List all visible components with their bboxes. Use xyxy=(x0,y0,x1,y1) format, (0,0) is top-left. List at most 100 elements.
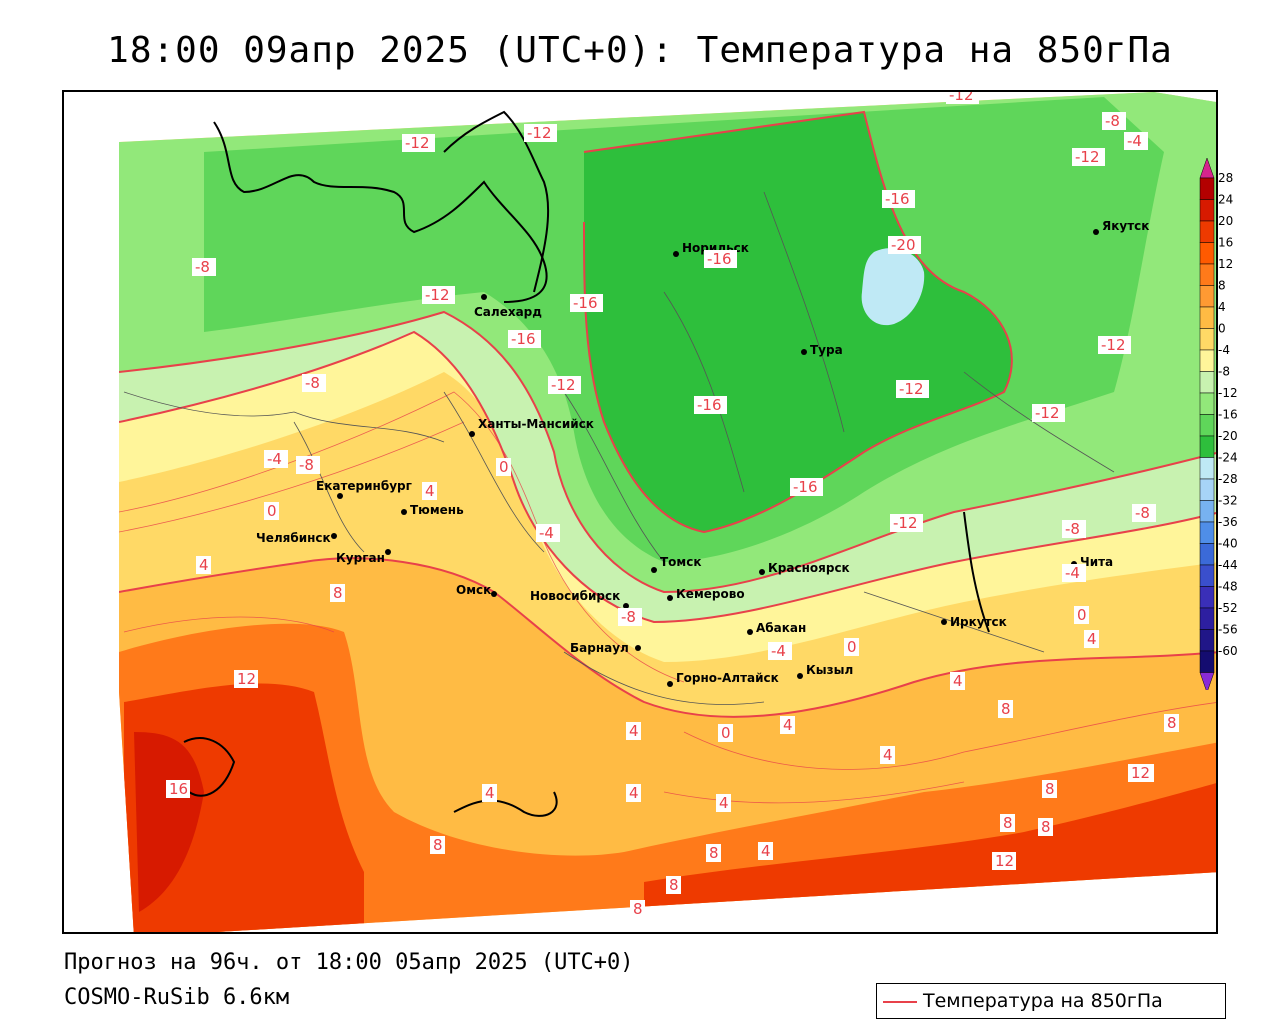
city-khanty-mansiysk: Ханты-Мансийск xyxy=(478,417,594,431)
colorbar-tick-label: 8 xyxy=(1218,279,1226,293)
legend-line-swatch xyxy=(883,1001,917,1003)
isotherm-label: -12 xyxy=(949,92,974,104)
city-abakan: Абакан xyxy=(756,621,806,635)
colorbar-tick-label: -44 xyxy=(1218,558,1238,572)
city-barnaul: Барнаул xyxy=(570,641,629,655)
isotherm-label: 12 xyxy=(237,670,256,688)
colorbar-tick-label: -40 xyxy=(1218,537,1238,551)
colorbar-tick-label: 16 xyxy=(1218,236,1233,250)
city-irkutsk: Иркутск xyxy=(950,615,1007,629)
isotherm-label: -16 xyxy=(573,294,598,312)
colorbar-swatch xyxy=(1199,521,1215,544)
isotherm-label: -8 xyxy=(299,456,314,474)
colorbar-swatch xyxy=(1199,220,1215,243)
isotherm-label: -16 xyxy=(885,190,910,208)
model-info: COSMO-RuSib 6.6км xyxy=(64,985,290,1010)
colorbar-swatch xyxy=(1199,392,1215,415)
colorbar-tick-label: -52 xyxy=(1218,601,1238,615)
colorbar-swatch xyxy=(1199,306,1215,329)
isotherm-label: 8 xyxy=(709,844,719,862)
colorbar-tick-label: 24 xyxy=(1218,193,1233,207)
isotherm-label: -12 xyxy=(527,124,552,142)
isotherm-label: -4 xyxy=(267,450,282,468)
colorbar-swatch xyxy=(1199,543,1215,566)
coastline xyxy=(183,110,990,817)
city-novosibirsk: Новосибирск xyxy=(530,589,620,603)
isotherm-label: -8 xyxy=(1065,520,1080,538)
isotherm-label: 8 xyxy=(1003,814,1013,832)
city-kemerovo: Кемерово xyxy=(676,587,745,601)
city-kyzyl: Кызыл xyxy=(806,663,853,677)
isotherm-label: 8 xyxy=(1041,818,1051,836)
city-yekaterinburg: Екатеринбург xyxy=(316,479,412,493)
isotherm-label: -12 xyxy=(551,376,576,394)
city-markers: Норильск Якутск Салехард Тура Ханты-Манс… xyxy=(256,219,1149,687)
legend-label: Температура на 850гПа xyxy=(923,990,1163,1012)
city-omsk: Омск xyxy=(456,583,491,597)
isotherm-label: 12 xyxy=(1131,764,1150,782)
isotherm-label: -12 xyxy=(425,286,450,304)
colorbar-swatch xyxy=(1199,199,1215,222)
isotherm-label: 4 xyxy=(719,794,729,812)
city-salekhard: Салехард xyxy=(474,305,542,319)
isotherm-label: 4 xyxy=(629,722,639,740)
colorbar-swatch xyxy=(1199,328,1215,351)
city-kurgan: Курган xyxy=(336,551,385,565)
isotherm-label: -16 xyxy=(793,478,818,496)
admin-borders xyxy=(123,191,1115,705)
colorbar-swatch xyxy=(1199,435,1215,458)
colorbar-tick-label: 4 xyxy=(1218,300,1226,314)
isotherm-label: 4 xyxy=(425,482,435,500)
isotherm-label: -4 xyxy=(1127,132,1142,150)
city-chelyabinsk: Челябинск xyxy=(256,531,331,545)
isotherm-label: 4 xyxy=(761,842,771,860)
isotherm-label: 0 xyxy=(721,724,731,742)
colorbar-top-arrow xyxy=(1199,158,1215,179)
temperature-field xyxy=(119,92,1216,932)
isotherm-label: 8 xyxy=(433,836,443,854)
legend: Температура на 850гПа xyxy=(876,983,1226,1019)
colorbar-swatch xyxy=(1199,500,1215,523)
city-tomsk: Томск xyxy=(660,555,702,569)
isotherm-label: 0 xyxy=(499,458,509,476)
colorbar-tick-label: 12 xyxy=(1218,257,1233,271)
isotherm-label: 4 xyxy=(629,784,639,802)
colorbar-swatch xyxy=(1199,263,1215,286)
colorbar-swatch xyxy=(1199,564,1215,587)
colorbar-bottom-arrow xyxy=(1199,672,1215,690)
isotherm-label: -4 xyxy=(771,642,786,660)
isotherm-label: -8 xyxy=(1105,112,1120,130)
colorbar-tick-label: -56 xyxy=(1218,623,1238,637)
city-gorno-altaysk: Горно-Алтайск xyxy=(676,671,779,685)
isotherm-label: 4 xyxy=(1087,630,1097,648)
isotherm-label: -4 xyxy=(1065,564,1080,582)
isotherm-label: -12 xyxy=(899,380,924,398)
colorbar-tick-label: -48 xyxy=(1218,580,1238,594)
isotherm-label: -16 xyxy=(697,396,722,414)
city-chita: Чита xyxy=(1080,555,1113,569)
colorbar-swatch xyxy=(1199,242,1215,265)
colorbar-tick-label: -24 xyxy=(1218,451,1238,465)
isotherm-label: 8 xyxy=(633,900,643,918)
isotherm-label: 8 xyxy=(669,876,679,894)
isotherm-label: -12 xyxy=(1075,148,1100,166)
page-title: 18:00 09апр 2025 (UTC+0): Температура на… xyxy=(107,30,1173,71)
colorbar-swatch xyxy=(1199,586,1215,609)
isotherm-label: 12 xyxy=(995,852,1014,870)
isotherm-label: -12 xyxy=(405,134,430,152)
isotherm-label: 0 xyxy=(1077,606,1087,624)
isotherm-labels: -12 -12 -12 -8 -4 -12 -8 -12 -16 -8 -12 -16 -20 -16 -1… xyxy=(166,92,1179,918)
city-tura: Тура xyxy=(810,343,843,357)
colorbar-swatch xyxy=(1199,414,1215,437)
isotherm-label: -20 xyxy=(891,236,916,254)
city-krasnoyarsk: Красноярск xyxy=(768,561,850,575)
colorbar-tick-label: -20 xyxy=(1218,429,1238,443)
isotherm-label: 8 xyxy=(1045,780,1055,798)
colorbar-tick-label: -32 xyxy=(1218,494,1238,508)
colorbar-tick-label: 0 xyxy=(1218,322,1226,336)
temperature-map[interactable]: Норильск Якутск Салехард Тура Ханты-Манс… xyxy=(62,90,1218,934)
isotherm-label: -12 xyxy=(893,514,918,532)
isotherm-label: 8 xyxy=(333,584,343,602)
isotherm-label: 8 xyxy=(1167,714,1177,732)
colorbar-tick-label: -12 xyxy=(1218,386,1238,400)
